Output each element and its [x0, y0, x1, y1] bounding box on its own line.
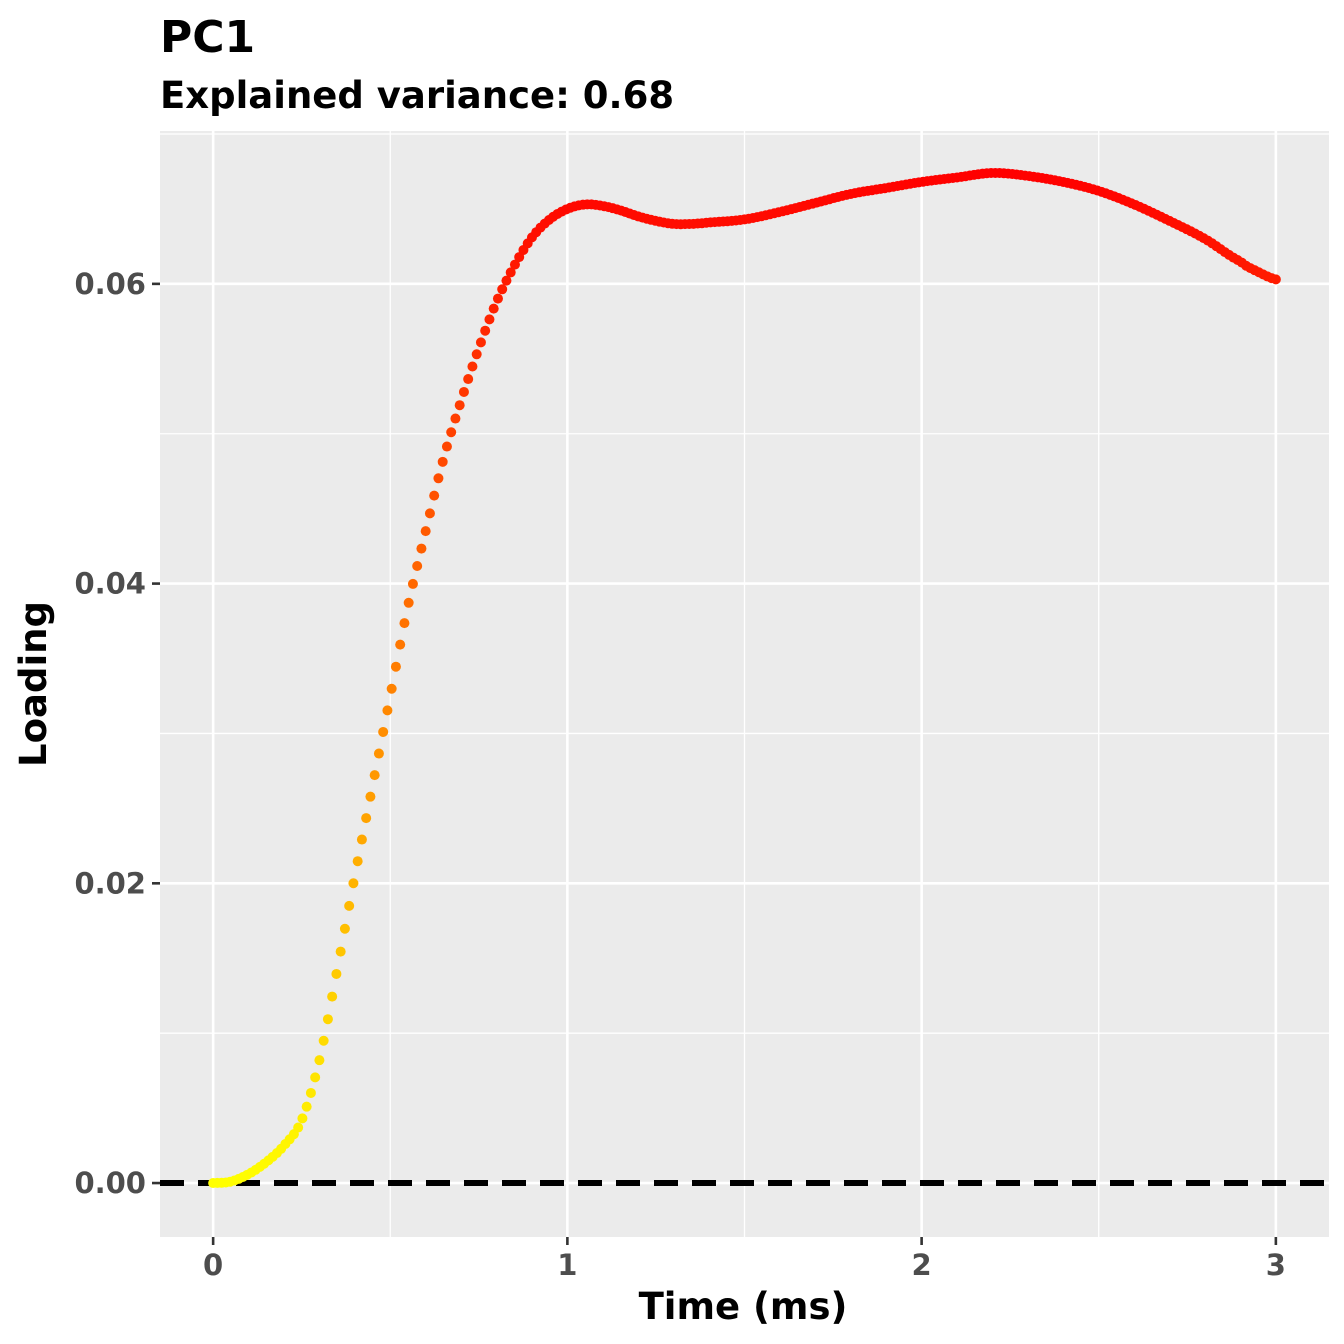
data-point [505, 267, 516, 278]
data-point [331, 968, 342, 979]
data-point [446, 427, 457, 438]
data-point [501, 275, 512, 286]
data-point [318, 1035, 329, 1046]
data-point [339, 923, 350, 934]
data-point [356, 834, 367, 845]
data-point [399, 618, 410, 629]
data-point [480, 325, 491, 336]
y-tick-label: 0.00 [74, 1166, 146, 1200]
data-point [433, 473, 444, 484]
data-point [420, 526, 431, 537]
x-tick-label: 1 [557, 1248, 577, 1282]
y-axis-title: Loading [12, 601, 55, 767]
data-point [407, 578, 418, 589]
data-point [335, 946, 346, 957]
x-axis: 0 1 2 3 [203, 1237, 1286, 1282]
data-point [361, 813, 372, 824]
data-point [1270, 274, 1281, 285]
data-point [492, 293, 503, 304]
data-point [450, 413, 461, 424]
x-axis-title: Time (ms) [639, 1285, 848, 1328]
data-point [416, 543, 427, 554]
data-point [429, 490, 440, 501]
data-point [441, 441, 452, 452]
data-point [352, 856, 363, 867]
data-point [297, 1113, 308, 1124]
data-point [382, 705, 393, 716]
x-tick-label: 3 [1266, 1248, 1286, 1282]
data-point [497, 284, 508, 295]
data-point [344, 900, 355, 911]
data-point [437, 456, 448, 467]
x-tick-label: 0 [203, 1248, 223, 1282]
data-points [208, 167, 1281, 1189]
grid-major [160, 131, 1329, 1237]
data-point [373, 748, 384, 759]
data-point [471, 349, 482, 360]
data-point [395, 639, 406, 650]
data-point [488, 303, 499, 314]
data-point [301, 1101, 312, 1112]
y-axis: 0.00 0.02 0.04 0.06 [74, 267, 160, 1200]
data-point [305, 1087, 316, 1098]
y-tick-label: 0.06 [74, 267, 146, 301]
data-point [348, 878, 359, 889]
data-point [484, 314, 495, 325]
data-point [322, 1014, 333, 1025]
data-point [412, 561, 423, 572]
data-point [475, 337, 486, 348]
data-point [327, 991, 338, 1002]
data-point [293, 1122, 304, 1133]
x-tick-label: 2 [912, 1248, 932, 1282]
data-point [390, 661, 401, 672]
data-point [467, 361, 478, 372]
data-point [403, 597, 414, 608]
data-point [509, 259, 520, 270]
y-tick-label: 0.04 [74, 567, 146, 601]
chart-title: PC1 [160, 12, 255, 63]
chart-subtitle: Explained variance: 0.68 [160, 74, 674, 117]
data-point [386, 683, 397, 694]
data-point [424, 508, 435, 519]
data-point [365, 791, 376, 802]
grid-minor [160, 131, 1329, 1237]
data-point [369, 770, 380, 781]
data-point [314, 1055, 325, 1066]
data-point [310, 1072, 321, 1083]
data-point [378, 726, 389, 737]
data-point [454, 400, 465, 411]
y-tick-label: 0.02 [74, 866, 146, 900]
data-point [463, 374, 474, 385]
data-point [458, 386, 469, 397]
